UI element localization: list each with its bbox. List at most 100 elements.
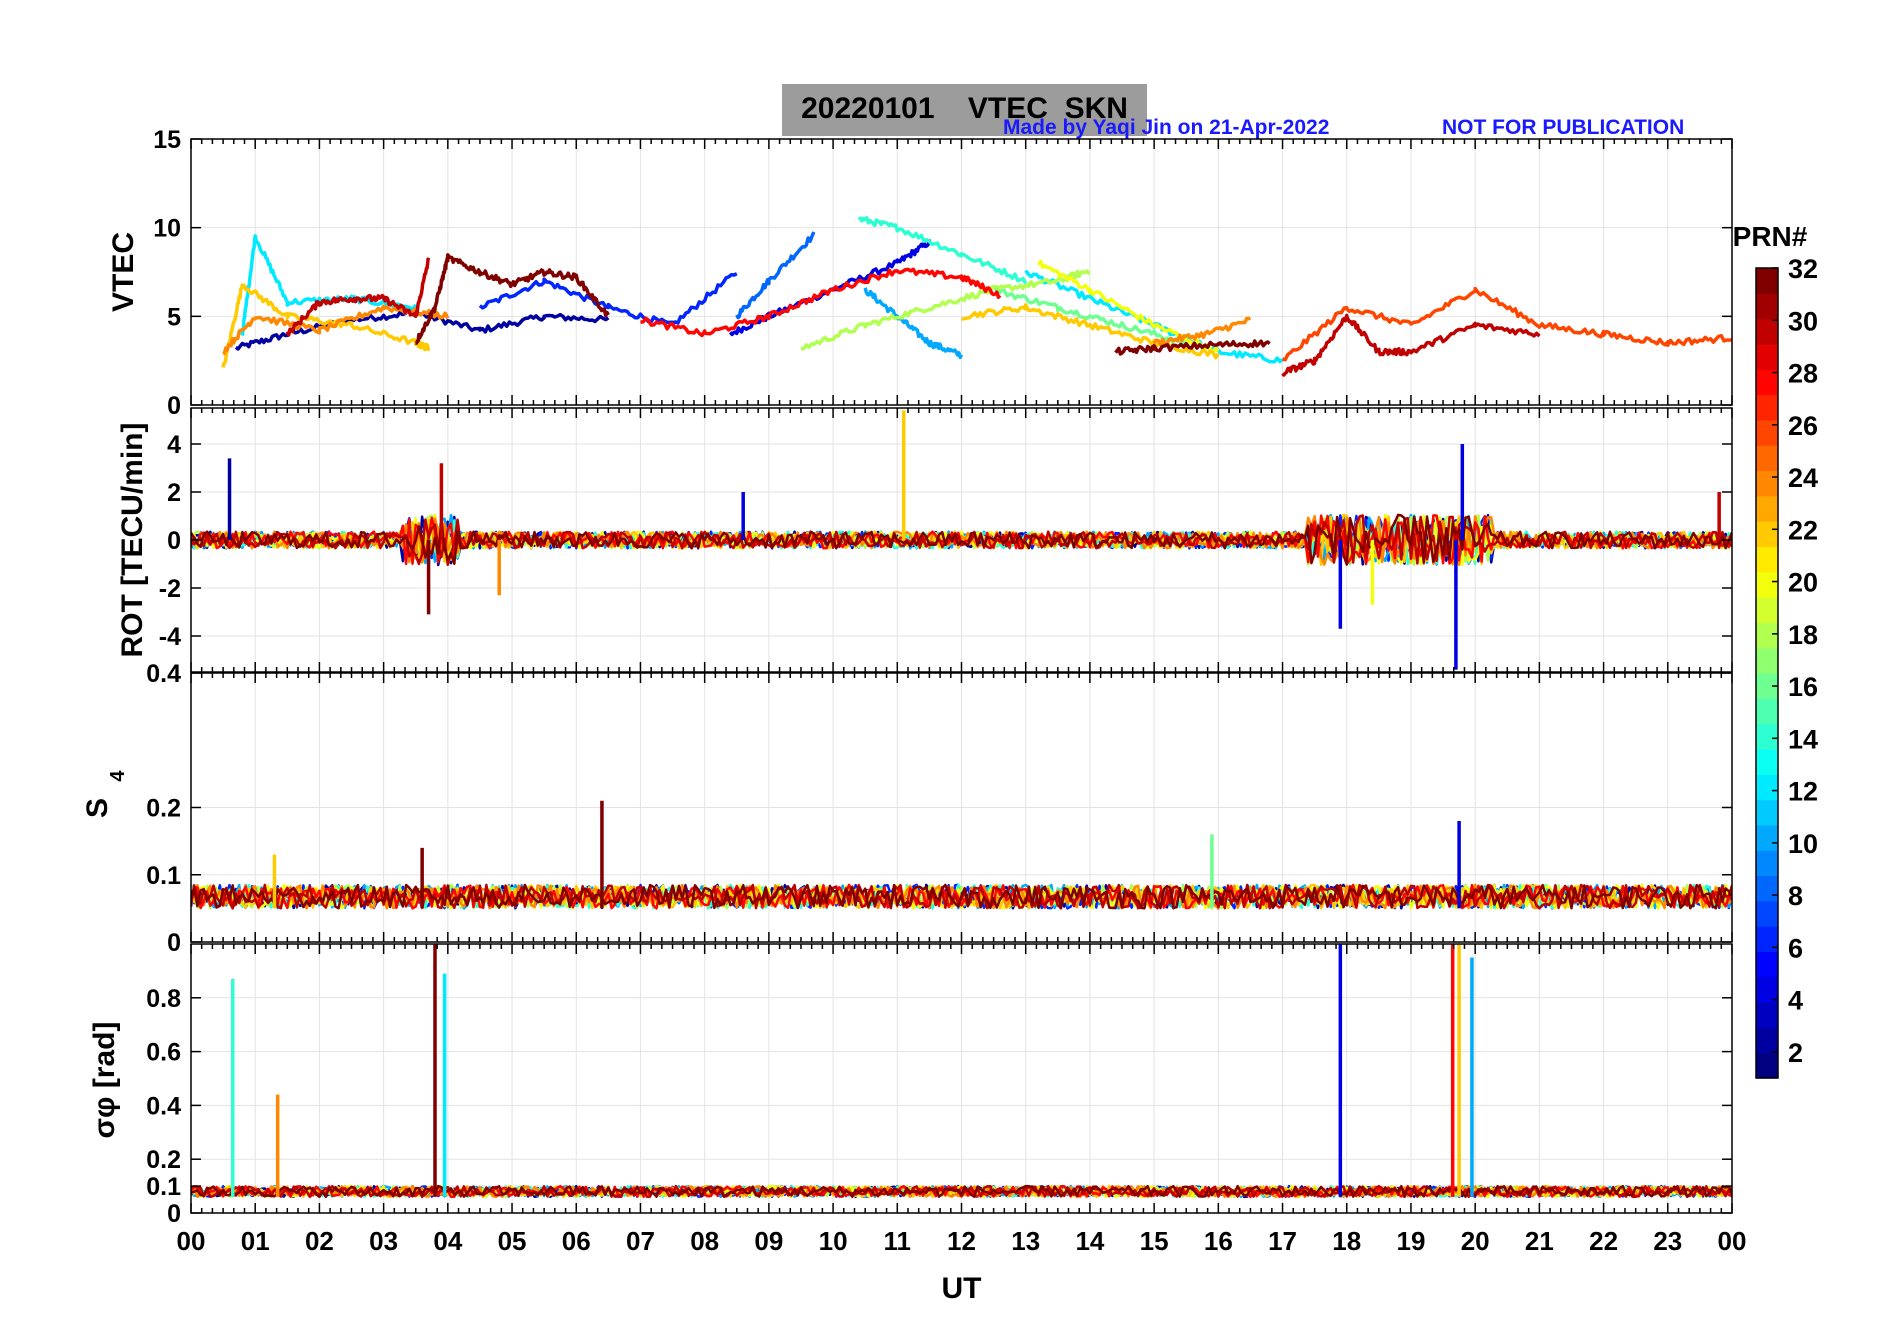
colorbar-segment xyxy=(1756,824,1778,851)
colorbar-title: PRN# xyxy=(1733,221,1808,252)
rot-trace-prn-24 xyxy=(191,514,1732,567)
panel-data xyxy=(191,944,1732,1199)
colorbar-tick-label: 30 xyxy=(1788,306,1818,336)
x-tick-label: 22 xyxy=(1589,1226,1618,1256)
x-tick-label: 15 xyxy=(1140,1226,1169,1256)
vtec-series-prn-32 xyxy=(1114,339,1271,356)
colorbar-segment xyxy=(1756,293,1778,320)
x-tick-label: 20 xyxy=(1461,1226,1490,1256)
colorbar-segment xyxy=(1756,470,1778,497)
x-tick-label: 19 xyxy=(1396,1226,1425,1256)
colorbar-segment xyxy=(1756,850,1778,877)
colorbar-segment xyxy=(1756,976,1778,1003)
colorbar-tick-label: 26 xyxy=(1788,411,1818,441)
y-tick-label: -2 xyxy=(159,575,181,603)
colorbar-frame xyxy=(1755,267,1779,1079)
colorbar-segment xyxy=(1756,1027,1778,1054)
x-tick-label: 09 xyxy=(754,1226,783,1256)
colorbar-tick-label: 20 xyxy=(1788,568,1818,598)
colorbar-segment xyxy=(1756,445,1778,472)
y-tick-label: 0.4 xyxy=(146,660,181,688)
x-tick-label: 04 xyxy=(433,1226,462,1256)
vtec-series-prn-8 xyxy=(735,231,816,320)
sigma_phi-trace-prn-32 xyxy=(191,1184,1732,1199)
colorbar-segment xyxy=(1756,698,1778,725)
y-tick-label: 0.8 xyxy=(146,985,181,1013)
colorbar-segment xyxy=(1756,951,1778,978)
colorbar-tick-label: 2 xyxy=(1788,1038,1803,1068)
y-tick-label: -4 xyxy=(159,623,181,651)
colorbar-tick-label: 10 xyxy=(1788,829,1818,859)
s4-axis-label: S xyxy=(81,798,114,818)
panel-sigma_phi: 00.10.2 0.4 0.6 0.8 xyxy=(146,943,1733,1228)
vtec-series-prn-26 xyxy=(1282,286,1732,362)
x-tick-label: 18 xyxy=(1332,1226,1361,1256)
colorbar-segment xyxy=(1756,647,1778,674)
vtec-series-prn-24 xyxy=(1152,316,1251,347)
y-tick-label: 0 xyxy=(167,527,181,555)
colorbar-tick-label: 6 xyxy=(1788,933,1803,963)
colorbar-tick-label: 28 xyxy=(1788,359,1818,389)
y-tick-label: 0.4 xyxy=(146,1092,181,1120)
colorbar-segment xyxy=(1756,546,1778,573)
y-tick-label: 0.2 xyxy=(146,795,181,823)
colorbar-segment xyxy=(1756,369,1778,396)
title-box xyxy=(782,84,1147,136)
x-tick-label: 16 xyxy=(1204,1226,1233,1256)
y-tick-label: 0 xyxy=(167,929,181,957)
publication-notice: NOT FOR PUBLICATION xyxy=(1442,116,1685,139)
x-tick-label: 00 xyxy=(177,1226,206,1256)
colorbar-segment xyxy=(1756,1002,1778,1028)
panel-vtec: 0 5 10 15 xyxy=(153,126,1733,420)
y-tick-label: 10 xyxy=(153,215,181,243)
x-tick-label: 01 xyxy=(241,1226,270,1256)
x-tick-label: 23 xyxy=(1653,1226,1682,1256)
colorbar-segment xyxy=(1756,521,1778,548)
colorbar-segment xyxy=(1756,748,1778,775)
x-axis-label: UT xyxy=(942,1272,982,1305)
colorbar-segment xyxy=(1756,268,1778,294)
vtec-series-prn-32 xyxy=(414,253,610,345)
colorbar-segment xyxy=(1756,622,1778,649)
colorbar-segment xyxy=(1756,774,1778,801)
colorbar-segment xyxy=(1756,926,1778,953)
x-tick-label: 14 xyxy=(1075,1226,1104,1256)
colorbar-segment xyxy=(1756,673,1778,699)
rot-trace-prn-32 xyxy=(191,513,1732,566)
figure-title: 20220101 VTEC SKN xyxy=(801,92,1128,125)
colorbar-tick-label: 12 xyxy=(1788,777,1818,807)
y-tick-label: 15 xyxy=(153,126,181,154)
colorbar-tick-label: 24 xyxy=(1788,463,1818,493)
colorbar-tick-label: 14 xyxy=(1788,724,1818,754)
panel-s4: 0 0.1 0.2 0.4 xyxy=(146,660,1733,957)
y-tick-label: 0.1 xyxy=(146,862,181,890)
colorbar-segment xyxy=(1756,343,1778,370)
colorbar-tick-label: 8 xyxy=(1788,881,1803,911)
y-tick-label: 0 xyxy=(167,392,181,420)
y-tick-label: 5 xyxy=(167,303,181,331)
colorbar-tick-label: 32 xyxy=(1788,254,1818,284)
panel-data xyxy=(191,410,1732,670)
vtec-series-prn-14 xyxy=(857,216,1028,285)
y-tick-label: 4 xyxy=(167,431,181,459)
y-tick-label: 0 xyxy=(167,1200,181,1228)
rot-axis-label: ROT [TECU/min] xyxy=(116,423,149,658)
credit-text: Made by Yaqi Jin on 21-Apr-2022 xyxy=(1003,116,1330,139)
vtec-series-prn-18 xyxy=(800,269,1091,351)
colorbar-segment xyxy=(1756,723,1778,750)
colorbar-segment xyxy=(1756,419,1778,446)
vtec-series-prn-12 xyxy=(240,234,418,336)
vtec-series-prn-28 xyxy=(640,267,1002,338)
x-tick-label: 05 xyxy=(498,1226,527,1256)
colorbar-segment xyxy=(1756,571,1778,598)
x-tick-label: 02 xyxy=(305,1226,334,1256)
vtec-series-prn-30 xyxy=(285,257,431,337)
colorbar-segment xyxy=(1756,1052,1778,1079)
vtec-series-prn-10 xyxy=(863,287,964,360)
y-tick-label: 0.2 xyxy=(146,1146,181,1174)
x-tick-label: 12 xyxy=(947,1226,976,1256)
colorbar-segment xyxy=(1756,875,1778,902)
x-tick-label: 13 xyxy=(1011,1226,1040,1256)
